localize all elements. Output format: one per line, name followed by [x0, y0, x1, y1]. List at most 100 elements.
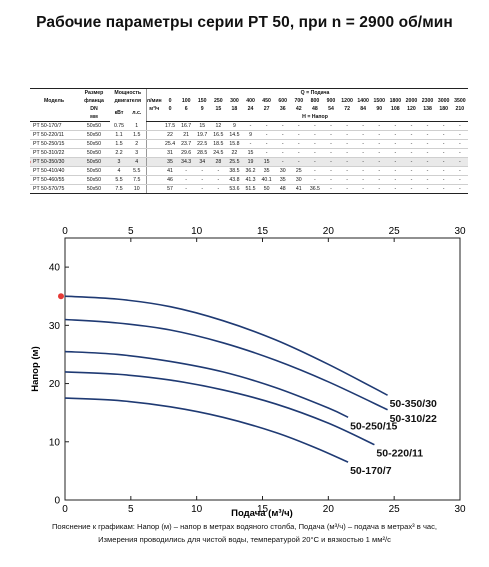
head-value-cell: - [306, 166, 323, 176]
head-value-cell: 16.5 [210, 130, 227, 140]
model-cell: PT 50-250/15 [30, 139, 78, 149]
footnote-line: Измерения проводились для чистой воды, т… [98, 535, 391, 544]
head-value-cell: 34 [194, 157, 211, 167]
y-tick-label: 30 [49, 321, 61, 332]
top-x-tick-label: 5 [128, 226, 134, 237]
q-m3h-cell: 108 [391, 106, 400, 112]
x-tick-label: 15 [257, 504, 269, 515]
head-value-cell: 41.3 [242, 175, 259, 185]
x-tick-label: 25 [389, 504, 401, 515]
head-value-cell: 35 [274, 175, 291, 185]
q-lmin-cell: 1200 [341, 98, 353, 104]
head-value-cell: 14.5 [226, 130, 243, 140]
q-m3h-cell: 90 [376, 106, 383, 112]
head-value-cell: 40.1 [258, 175, 275, 185]
head-value-cell: 57 [162, 184, 179, 194]
q-m3h-cell: 48 [312, 106, 318, 112]
head-value-cell: 16.7 [178, 121, 195, 131]
head-value-cell: - [290, 121, 307, 131]
spacer-cell [145, 175, 162, 185]
q-lmin-cell: 450 [262, 98, 271, 104]
head-value-cell: 46 [162, 175, 179, 185]
q-m3h-cell: 54 [328, 106, 334, 112]
q-m3h-cell: 180 [439, 106, 448, 112]
head-value-cell: - [242, 121, 259, 131]
head-value-cell: - [210, 175, 227, 185]
head-value-cell: 34.3 [178, 157, 195, 167]
head-value-cell: - [419, 130, 436, 140]
head-value-cell: - [451, 175, 469, 185]
head-value-cell: - [290, 157, 307, 167]
head-value-cell: 28.5 [194, 148, 211, 158]
hp-cell: 10 [128, 184, 146, 194]
y-tick-label: 10 [49, 437, 61, 448]
curves [64, 295, 388, 463]
q-lmin-cell: 2000 [405, 98, 418, 104]
q-lmin-cell: 1500 [373, 98, 386, 104]
table-row: PT 50-170/7 50x50 0.75 1 17.5 16.7 15 12 9- - - - - -… [30, 121, 469, 131]
hp-cell: 7.5 [128, 175, 146, 185]
head-value-cell: - [371, 139, 388, 149]
model-cell: PT 50-570/75 [30, 184, 78, 194]
spacer-cell [145, 184, 162, 194]
q-lmin-cell: 3500 [454, 98, 466, 104]
head-value-cell: 29.6 [178, 148, 195, 158]
q-m3h-cell: 27 [263, 106, 270, 112]
head-value-cell: 41 [290, 184, 307, 194]
head-value-cell: - [355, 139, 372, 149]
head-value-cell: - [451, 148, 469, 158]
q-m3h-cell: 210 [455, 106, 465, 112]
head-value-cell: - [371, 130, 388, 140]
header-flange-2: фланца [84, 98, 104, 104]
head-value-cell: 25.5 [226, 157, 243, 167]
head-value-cell: - [435, 121, 452, 131]
header-head: H = Напор [162, 113, 469, 122]
head-value-cell: - [194, 166, 211, 176]
head-value-cell: 22 [162, 130, 179, 140]
q-lmin-cell: 1400 [357, 98, 369, 104]
head-value-cell: 28 [210, 157, 227, 167]
head-value-cell: - [322, 148, 340, 158]
head-value-cell: - [339, 166, 356, 176]
head-value-cell: - [322, 175, 340, 185]
parameters-table: Модель Размер Мощность Q = Подача фланца… [30, 88, 469, 194]
head-value-cell: - [387, 175, 404, 185]
head-value-cell: - [322, 139, 340, 149]
head-value-cell: - [322, 157, 340, 167]
header-power-2: двигателя [114, 98, 141, 104]
flange-cell: 50x50 [78, 121, 110, 131]
head-value-cell: - [435, 157, 452, 167]
spacer-cell [145, 130, 162, 140]
head-value-cell: - [435, 130, 452, 140]
header-hp: л.с. [132, 110, 142, 117]
x-axis-title: Подача (м³/ч) [231, 508, 293, 519]
table-row: PT 50-410/40 50x50 4 5.5 41- - -38.5 36.2 35 30 25… [30, 166, 469, 176]
header-model: Модель [30, 88, 78, 113]
head-value-cell: 30 [290, 175, 307, 185]
head-value-cell: - [371, 157, 388, 167]
head-value-cell: 50 [258, 184, 275, 194]
x-tick-label: 5 [128, 504, 134, 515]
head-value-cell: 15 [258, 157, 275, 167]
q-m3h-cell: 120 [407, 106, 416, 112]
axes: 0 5 10 15 20 25 30 0 5 10 15 20 25 30 0 10 20 30 40 [49, 226, 466, 515]
head-value-cell: - [274, 139, 291, 149]
head-value-cell: - [403, 139, 420, 149]
y-axis-title: Напор (м) [30, 346, 41, 391]
head-value-cell: - [242, 139, 259, 149]
head-value-cell: - [306, 139, 323, 149]
head-value-cell: - [274, 157, 291, 167]
y-tick-label: 20 [49, 379, 61, 390]
performance-chart: 0 5 10 15 20 25 30 0 5 10 15 20 25 30 0 10 20 30 40 50-350… [30, 226, 466, 519]
head-value-cell: - [178, 184, 195, 194]
head-value-cell: 22 [226, 148, 243, 158]
q-lmin-cell: 3000 [437, 98, 450, 104]
head-value-cell: 12 [210, 121, 227, 131]
head-value-cell: - [355, 121, 372, 131]
head-value-cell: - [194, 175, 211, 185]
head-value-cell: - [387, 121, 404, 131]
head-value-cell: 25 [290, 166, 307, 176]
head-value-cell: 9 [242, 130, 259, 140]
head-value-cell: 31 [162, 148, 179, 158]
